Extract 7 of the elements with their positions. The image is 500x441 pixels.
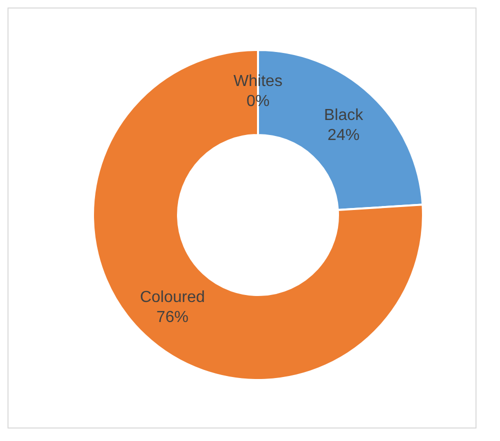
slice-label: Coloured xyxy=(140,289,205,306)
slice-label: Black xyxy=(324,106,364,124)
donut-slice xyxy=(92,49,424,381)
category-label: Whites xyxy=(234,73,282,90)
data-label: 76% xyxy=(156,309,188,326)
text: 0% xyxy=(246,93,270,110)
data-label: 24% xyxy=(328,126,360,144)
